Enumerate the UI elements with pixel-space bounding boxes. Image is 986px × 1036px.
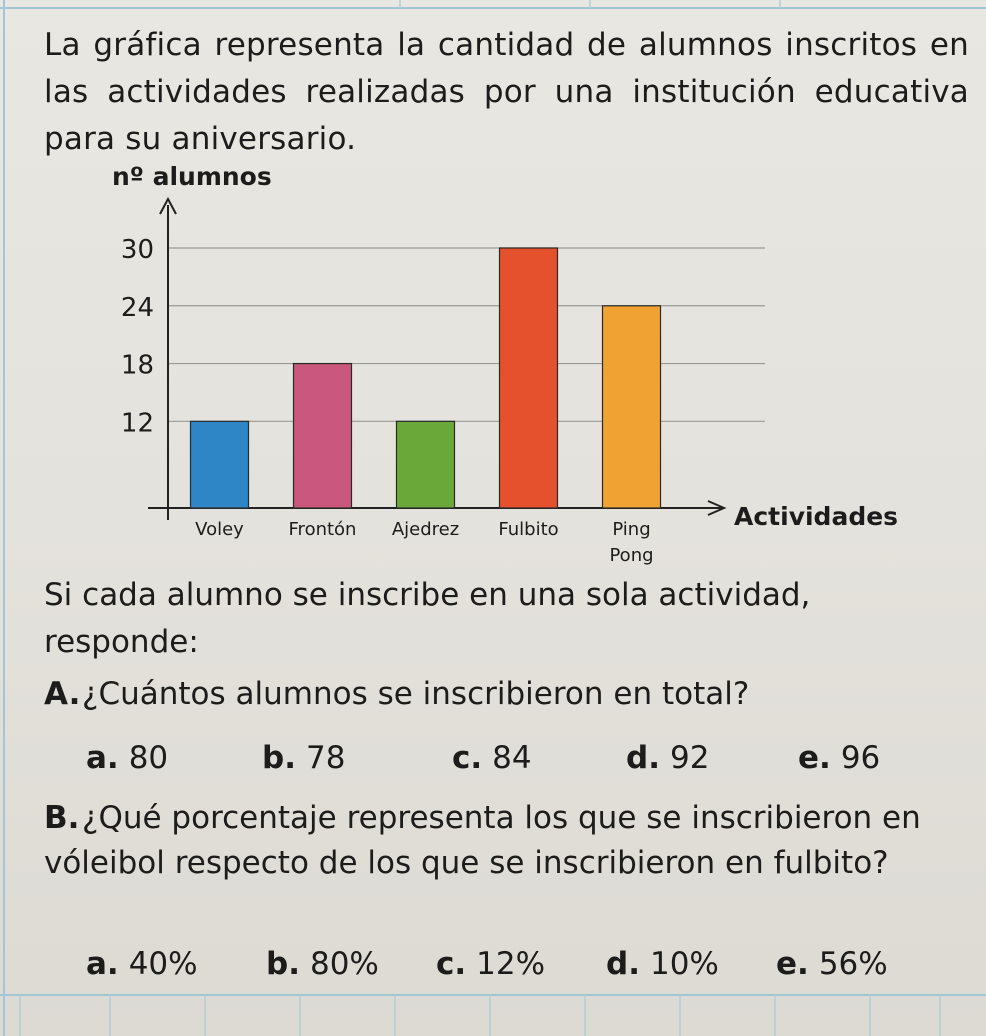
option-a-b[interactable]: b. 78 — [262, 740, 346, 776]
option-a-a[interactable]: a. 80 — [86, 740, 169, 776]
x-tick-label: Pong — [609, 545, 653, 566]
x-axis-label: Actividades — [734, 502, 898, 531]
x-tick-label: Voley — [195, 519, 244, 540]
bar-ajedrez — [395, 420, 456, 509]
option-b-a[interactable]: a. 40% — [86, 946, 198, 982]
y-tick-label: 24 — [121, 293, 154, 323]
option-b-b[interactable]: b. 80% — [266, 946, 379, 982]
bar-frontón — [292, 362, 353, 509]
option-b-c[interactable]: c. 12% — [436, 946, 546, 982]
option-a-c[interactable]: c. 84 — [452, 740, 532, 776]
y-tick-label: 30 — [121, 235, 154, 265]
option-b-d[interactable]: d. 10% — [606, 946, 719, 982]
intro-text: La gráfica representa la cantidad de alu… — [44, 27, 969, 157]
option-a-e[interactable]: e. 96 — [798, 740, 881, 776]
y-axis-label: nº alumnos — [112, 162, 272, 191]
question-a: A.¿Cuántos alumnos se inscribieron en to… — [44, 672, 944, 717]
option-a-d[interactable]: d. 92 — [626, 740, 710, 776]
x-axis-arrow — [707, 500, 727, 516]
question-a-text: ¿Cuántos alumnos se inscribieron en tota… — [82, 676, 750, 712]
y-tick-label: 18 — [121, 351, 154, 381]
x-tick-label: Ajedrez — [392, 519, 459, 540]
question-prompt: Si cada alumno se inscribe en una sola a… — [44, 577, 811, 660]
x-tick-label: Frontón — [289, 519, 357, 540]
question-a-letter: A. — [44, 676, 81, 712]
y-tick-label: 12 — [121, 408, 154, 438]
bar-ping-pong — [601, 305, 662, 509]
option-b-e[interactable]: e. 56% — [776, 946, 888, 982]
x-tick-label: Ping — [612, 519, 650, 540]
x-tick-label: Fulbito — [498, 519, 558, 540]
y-axis-arrow — [159, 196, 177, 215]
bar-fulbito — [498, 247, 559, 509]
bar-voley — [189, 420, 250, 509]
question-b: B.¿Qué porcentaje representa los que se … — [44, 796, 939, 886]
bar-chart: 12 18 24 30 nº alumnos Actividades Voley Frontó… — [112, 162, 898, 566]
question-b-letter: B. — [44, 800, 80, 836]
question-b-text: ¿Qué porcentaje representa los que se in… — [44, 800, 921, 881]
